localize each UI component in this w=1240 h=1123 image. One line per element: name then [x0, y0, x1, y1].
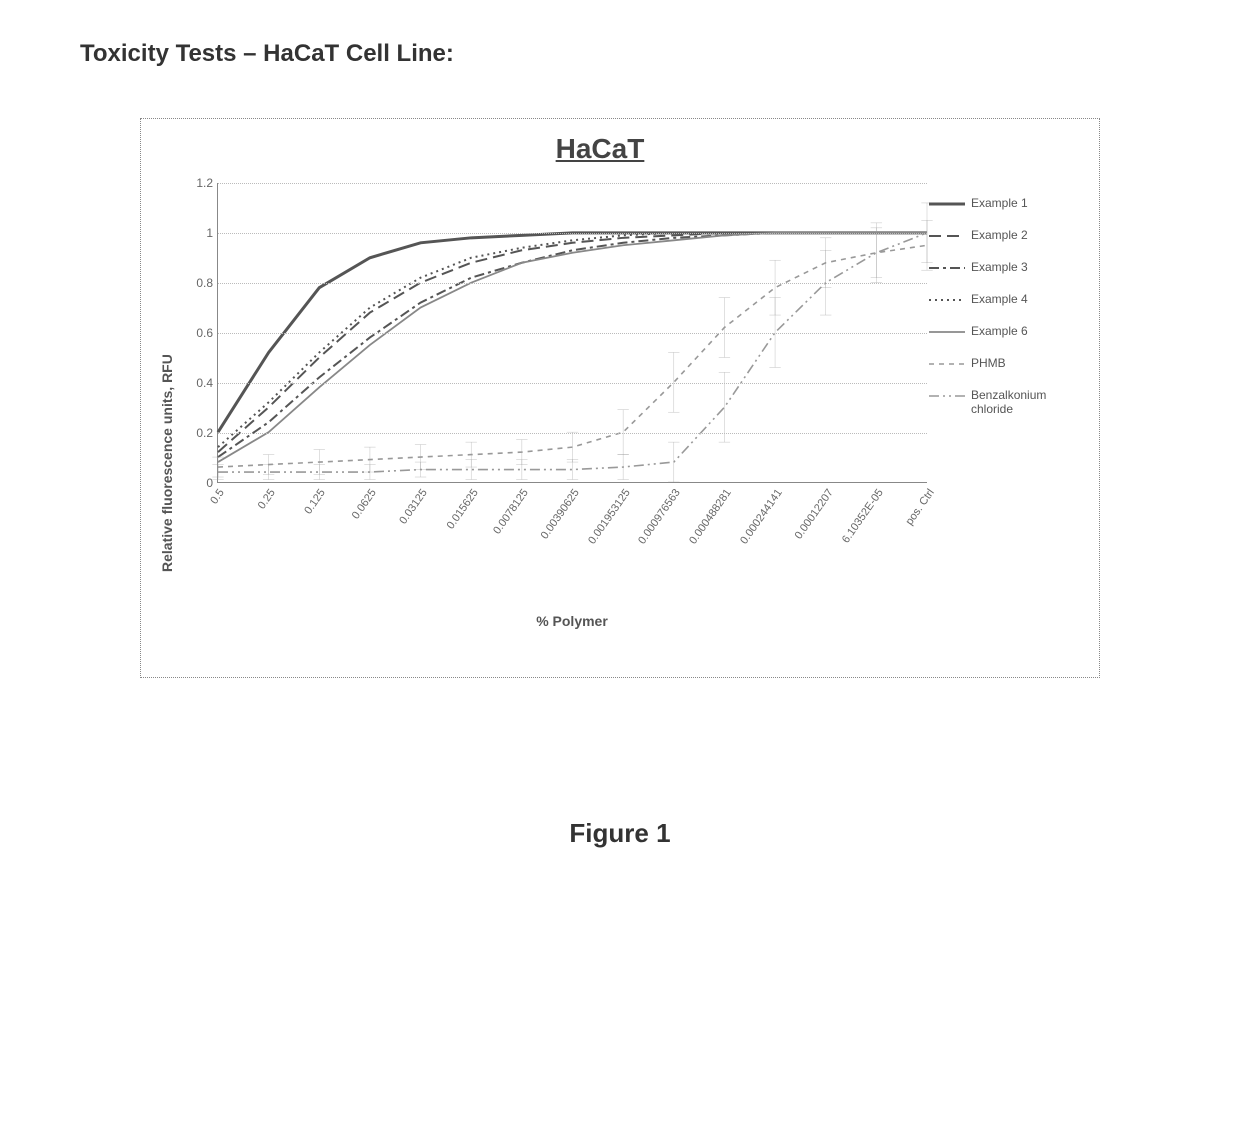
y-tick-label: 0 [206, 476, 213, 490]
y-tick-label: 0.6 [196, 326, 213, 340]
grid-line [218, 283, 927, 284]
series-line [218, 233, 927, 457]
x-tick-label: 0.125 [303, 487, 329, 516]
legend-item: Example 2 [929, 229, 1079, 243]
legend-swatch [929, 229, 965, 243]
legend-item: Example 4 [929, 293, 1079, 307]
series-line [218, 233, 927, 452]
legend-item: Benzalkonium chloride [929, 389, 1079, 417]
legend-swatch [929, 325, 965, 339]
x-tick-label: 0.25 [255, 487, 277, 511]
x-tick-label: 0.000244141 [738, 487, 785, 547]
y-tick-label: 0.2 [196, 426, 213, 440]
grid-line [218, 183, 927, 184]
legend-swatch [929, 261, 965, 275]
legend-item: PHMB [929, 357, 1079, 371]
x-axis-ticks: 0.50.250.1250.06250.031250.0156250.00781… [217, 487, 927, 607]
legend-item: Example 1 [929, 197, 1079, 211]
x-tick-label: 6.10352E-05 [840, 487, 886, 545]
grid-line [218, 333, 927, 334]
y-tick-label: 0.8 [196, 276, 213, 290]
legend-swatch [929, 197, 965, 211]
chart-body: Relative fluorescence units, RFU 0 0.2 0.4… [153, 173, 1087, 653]
legend-swatch [929, 293, 965, 307]
legend-label: Benzalkonium chloride [971, 389, 1079, 417]
legend-label: Example 4 [971, 293, 1028, 307]
grid-line [218, 383, 927, 384]
figure-caption: Figure 1 [140, 818, 1100, 849]
legend-label: PHMB [971, 357, 1006, 371]
plot-wrap: 0.50.250.1250.06250.031250.0156250.00781… [217, 173, 927, 653]
x-tick-label: 0.0625 [350, 487, 379, 521]
x-tick-label: 0.03125 [397, 487, 430, 526]
legend-label: Example 2 [971, 229, 1028, 243]
y-tick-label: 0.4 [196, 376, 213, 390]
x-tick-label: 0.00390625 [539, 487, 582, 541]
legend-swatch [929, 389, 965, 403]
legend-item: Example 6 [929, 325, 1079, 339]
x-tick-label: pos. Ctrl [904, 487, 937, 527]
y-tick-label: 1 [206, 226, 213, 240]
legend-label: Example 3 [971, 261, 1028, 275]
x-axis-label: % Polymer [217, 613, 927, 629]
x-tick-label: 0.000488281 [687, 487, 734, 547]
x-tick-label: 0.001953125 [586, 487, 633, 547]
grid-line [218, 233, 927, 234]
legend: Example 1 Example 2 Example 3 Example 4 Exam… [929, 197, 1079, 435]
x-tick-label: 0.000976563 [637, 487, 684, 547]
y-tick-label: 1.2 [196, 176, 213, 190]
chart-title: HaCaT [273, 133, 927, 165]
grid-line [218, 433, 927, 434]
plot-area [217, 183, 927, 483]
legend-label: Example 6 [971, 325, 1028, 339]
series-line [218, 233, 927, 447]
legend-item: Example 3 [929, 261, 1079, 275]
legend-label: Example 1 [971, 197, 1028, 211]
x-tick-label: 0.0078125 [491, 487, 531, 536]
y-axis-ticks: 00.20.40.60.811.2 [181, 183, 217, 483]
y-axis-label: Relative fluorescence units, RFU [153, 173, 181, 653]
x-tick-label: 0.015625 [444, 487, 480, 531]
legend-swatch [929, 357, 965, 371]
chart-frame: HaCaT Relative fluorescence units, RFU 0… [140, 118, 1100, 678]
page-title: Toxicity Tests – HaCaT Cell Line: [80, 40, 1160, 68]
x-tick-label: 0.00012207 [792, 487, 835, 541]
